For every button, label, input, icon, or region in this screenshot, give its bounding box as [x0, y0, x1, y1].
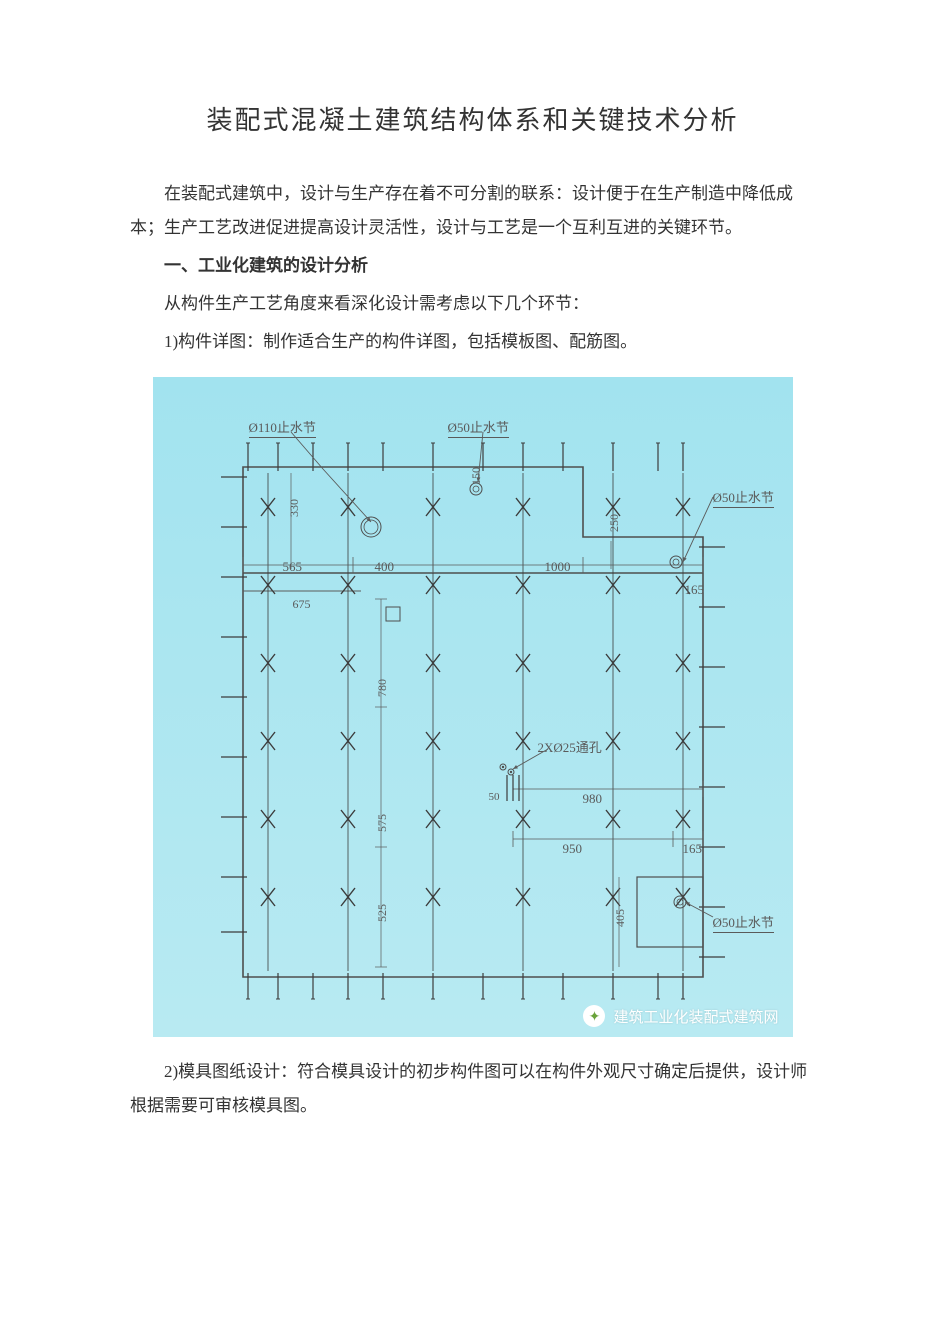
- section-1-heading: 一、工业化建筑的设计分析: [130, 249, 815, 283]
- watermark-text: 建筑工业化装配式建筑网: [613, 1006, 778, 1027]
- wechat-icon: ✦: [583, 1005, 605, 1027]
- diagram-container: ✦ 建筑工业化装配式建筑网 Ø110止水节Ø50止水节Ø50止水节Ø50止水节2…: [130, 377, 815, 1037]
- list-item-2: 2)模具图纸设计：符合模具设计的初步构件图可以在构件外观尺寸确定后提供，设计师根…: [130, 1055, 815, 1123]
- page-title: 装配式混凝土建筑结构体系和关键技术分析: [130, 100, 815, 137]
- watermark: ✦ 建筑工业化装配式建筑网: [583, 1005, 778, 1027]
- intro-paragraph: 在装配式建筑中，设计与生产存在着不可分割的联系：设计便于在生产制造中降低成本；生…: [130, 177, 815, 245]
- section-1-line: 从构件生产工艺角度来看深化设计需考虑以下几个环节：: [130, 287, 815, 321]
- component-drawing: ✦ 建筑工业化装配式建筑网 Ø110止水节Ø50止水节Ø50止水节Ø50止水节2…: [153, 377, 793, 1037]
- list-item-1: 1)构件详图：制作适合生产的构件详图，包括模板图、配筋图。: [130, 325, 815, 359]
